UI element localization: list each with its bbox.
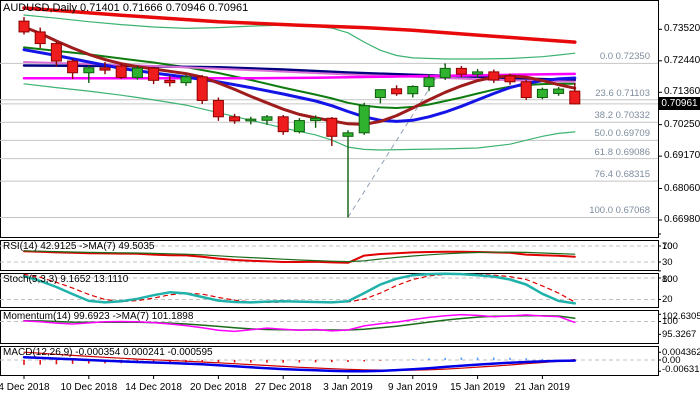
x-axis-label: 14 Dec 2018 bbox=[125, 382, 182, 393]
candle-body[interactable] bbox=[50, 43, 62, 62]
macd-axis-label: 0.004362 bbox=[662, 347, 700, 358]
stoch-panel-label: Stoch(5,3,3) 9.1652 13.1110 bbox=[3, 274, 129, 285]
high-value: 0.71666 bbox=[122, 2, 163, 14]
macd-axis-label: 0.00 bbox=[662, 354, 681, 366]
x-axis-label: 4 Dec 2018 bbox=[0, 382, 50, 393]
candle-body[interactable] bbox=[180, 76, 192, 84]
fib-label: 61.8 0.69086 bbox=[594, 146, 650, 158]
open-value: 0.71401 bbox=[80, 2, 120, 14]
x-axis-label: 9 Jan 2019 bbox=[388, 382, 438, 393]
price-axis-label: 0.68060 bbox=[664, 182, 700, 194]
fib-label: 38.2 0.70332 bbox=[594, 110, 650, 122]
x-axis-label: 15 Jan 2019 bbox=[450, 382, 506, 393]
stoch-axis-label: 20 bbox=[662, 294, 673, 305]
rsi-panel-label: RSI(14) 42.9125 ->MA(7) 49.5035 bbox=[3, 241, 155, 252]
momentum-axis-label: 102.6305 bbox=[662, 311, 700, 322]
momentum-axis-label: 100 bbox=[662, 316, 678, 327]
macd-signal-line bbox=[23, 351, 576, 371]
candle-body[interactable] bbox=[196, 76, 208, 101]
candle-body[interactable] bbox=[229, 116, 241, 122]
candle-body[interactable] bbox=[67, 60, 79, 74]
low-value: 0.70946 bbox=[165, 2, 206, 14]
candle-body[interactable] bbox=[310, 117, 322, 122]
candle-body[interactable] bbox=[18, 20, 30, 33]
candle-body[interactable] bbox=[520, 81, 532, 99]
price-axis-label: 0.73520 bbox=[664, 23, 700, 35]
fib-label: 0.0 0.72350 bbox=[599, 51, 650, 63]
candle-body[interactable] bbox=[34, 31, 46, 45]
ma200-line bbox=[22, 6, 577, 44]
rsi-axis-label: 30 bbox=[662, 256, 673, 268]
macd-main-line bbox=[22, 355, 577, 373]
momentum-panel-label: Momentum(14) 99.6923 ->MA(7) 101.1898 bbox=[3, 311, 194, 322]
close-value: 0.70961 bbox=[208, 2, 249, 14]
candle-body[interactable] bbox=[148, 67, 160, 81]
stoch-axis-label: 80 bbox=[662, 274, 673, 285]
momentum-axis-label: 95.3267 bbox=[662, 328, 697, 340]
price-axis-label: 0.70250 bbox=[664, 118, 700, 130]
candle-body[interactable] bbox=[472, 71, 484, 75]
momentum-main-line bbox=[23, 313, 576, 333]
fib-label: 23.6 0.71103 bbox=[595, 87, 650, 99]
fib-label: 50.0 0.69709 bbox=[594, 128, 650, 140]
x-axis-label: 21 Jan 2019 bbox=[514, 382, 570, 393]
candle-body[interactable] bbox=[277, 116, 289, 133]
trendline bbox=[347, 63, 446, 218]
rsi-ma-line bbox=[23, 250, 576, 263]
macd-axis-label: -0.006316 bbox=[662, 364, 700, 375]
candle-body[interactable] bbox=[164, 79, 176, 84]
price-axis-label: 0.66980 bbox=[664, 214, 700, 225]
macd-panel-label: MACD(12,26,9) -0.000354 0.000241 -0.0005… bbox=[3, 347, 213, 358]
candle-body[interactable] bbox=[504, 75, 516, 83]
candle-body[interactable] bbox=[439, 67, 451, 79]
rsi-axis-label: 70 bbox=[662, 241, 673, 252]
fib-label: 76.4 0.68315 bbox=[594, 169, 650, 181]
x-axis-label: 20 Dec 2018 bbox=[190, 382, 247, 393]
candle-body[interactable] bbox=[212, 99, 224, 118]
candle-body[interactable] bbox=[115, 65, 127, 78]
price-axis-label: 0.71360 bbox=[664, 86, 700, 98]
x-axis-label: 27 Dec 2018 bbox=[254, 382, 312, 393]
candle-body[interactable] bbox=[455, 67, 467, 75]
candle-body[interactable] bbox=[553, 88, 565, 94]
candle-body[interactable] bbox=[293, 120, 305, 133]
candle-body[interactable] bbox=[391, 88, 403, 95]
x-axis-label: 3 Jan 2019 bbox=[323, 382, 373, 393]
candle-body[interactable] bbox=[261, 116, 273, 121]
candle-body[interactable] bbox=[83, 67, 95, 74]
candle-body[interactable] bbox=[488, 71, 500, 81]
candle-body[interactable] bbox=[245, 118, 257, 122]
fib-label: 100.0 0.67068 bbox=[589, 205, 650, 217]
current-price-badge: 0.70961 bbox=[659, 97, 700, 111]
stoch-axis-label: 100 bbox=[662, 274, 678, 285]
candle-body[interactable] bbox=[536, 88, 548, 99]
candle-body[interactable] bbox=[326, 117, 338, 137]
x-axis-label: 10 Dec 2018 bbox=[60, 382, 118, 393]
ohlc-header: AUDUSD,Daily 0.71401 0.71666 0.70946 0.7… bbox=[3, 2, 248, 14]
price-axis-label: 0.69170 bbox=[664, 150, 700, 162]
candle-body[interactable] bbox=[99, 67, 111, 71]
ma-maroon-line bbox=[22, 25, 577, 126]
rsi-axis-label: 100 bbox=[662, 241, 678, 252]
stoch-main-line bbox=[22, 272, 577, 305]
candle-body[interactable] bbox=[342, 132, 354, 137]
price-axis-label: 0.72440 bbox=[664, 54, 700, 66]
candle-body[interactable] bbox=[569, 90, 581, 105]
candle-body[interactable] bbox=[407, 85, 419, 95]
candle-body[interactable] bbox=[358, 105, 370, 134]
symbol-label: AUDUSD,Daily bbox=[3, 2, 77, 14]
upper-band-line bbox=[23, 14, 576, 60]
candle-body[interactable] bbox=[374, 89, 386, 99]
candle-body[interactable] bbox=[131, 67, 143, 78]
candle-body[interactable] bbox=[423, 77, 435, 87]
